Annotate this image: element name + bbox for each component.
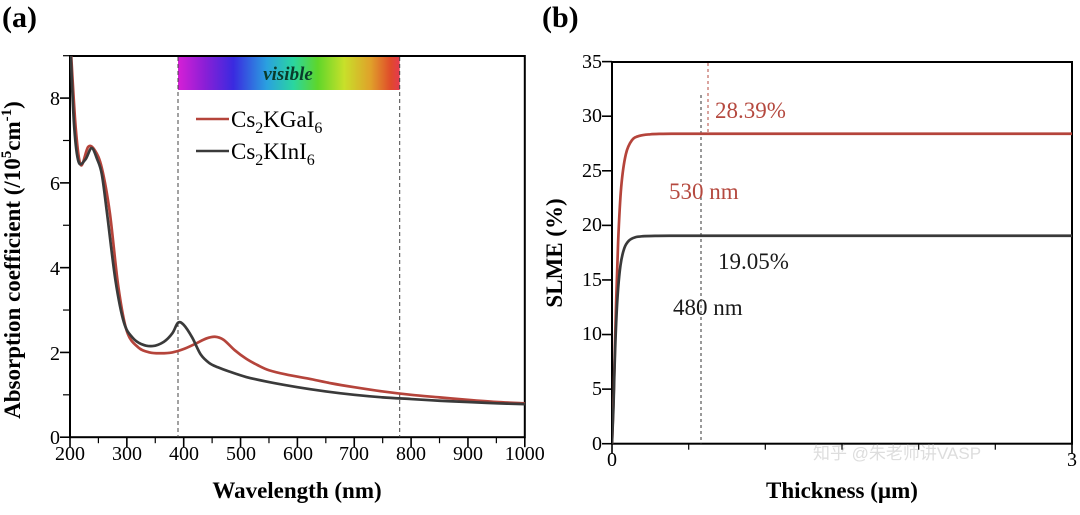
svg-text:500: 500: [226, 443, 256, 465]
svg-text:6: 6: [50, 173, 60, 195]
svg-text:20: 20: [582, 214, 602, 236]
svg-text:900: 900: [453, 443, 483, 465]
svg-text:19.05%: 19.05%: [718, 249, 789, 274]
svg-text:Wavelength (nm): Wavelength (nm): [212, 478, 381, 503]
svg-text:0: 0: [50, 427, 60, 449]
svg-text:Absorption coefficient (/105cm: Absorption coefficient (/105cm-1): [0, 101, 25, 419]
svg-text:30: 30: [582, 105, 602, 127]
svg-text:10: 10: [582, 323, 602, 345]
svg-text:2: 2: [50, 343, 60, 365]
svg-text:1000: 1000: [505, 443, 545, 465]
svg-text:25: 25: [582, 160, 602, 182]
svg-text:(a): (a): [2, 1, 37, 34]
svg-text:(b): (b): [542, 1, 579, 34]
svg-text:8: 8: [50, 88, 60, 110]
svg-text:visible: visible: [263, 64, 313, 85]
svg-text:480 nm: 480 nm: [673, 295, 743, 320]
svg-text:28.39%: 28.39%: [715, 98, 786, 123]
svg-text:35: 35: [582, 51, 602, 73]
svg-text:700: 700: [339, 443, 369, 465]
svg-text:0: 0: [607, 449, 617, 471]
svg-text:15: 15: [582, 269, 602, 291]
svg-text:SLME (%): SLME (%): [542, 198, 567, 307]
svg-text:600: 600: [283, 443, 313, 465]
svg-text:4: 4: [50, 258, 60, 280]
svg-text:400: 400: [169, 443, 199, 465]
svg-text:3: 3: [1067, 449, 1077, 471]
svg-text:5: 5: [592, 378, 602, 400]
svg-text:800: 800: [396, 443, 426, 465]
svg-text:Thickness (µm): Thickness (µm): [766, 478, 918, 503]
svg-text:知乎 @朱老师讲VASP: 知乎 @朱老师讲VASP: [813, 444, 981, 463]
svg-text:0: 0: [592, 433, 602, 455]
svg-text:530 nm: 530 nm: [669, 179, 739, 204]
svg-text:300: 300: [112, 443, 142, 465]
